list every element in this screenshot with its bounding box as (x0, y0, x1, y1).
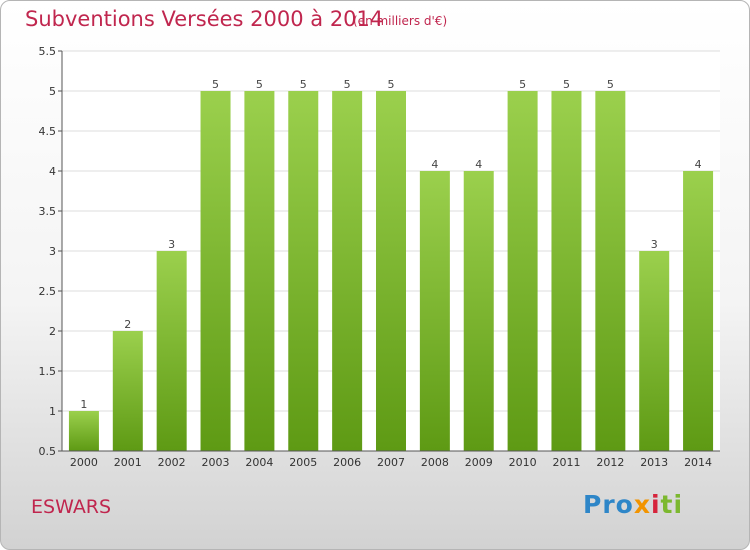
x-tick-label: 2009 (465, 456, 493, 469)
bar-value-label: 5 (388, 78, 395, 91)
bar-2000 (68, 411, 99, 451)
bar-2005 (288, 91, 319, 451)
y-tick-label: 2 (49, 325, 56, 338)
bar-value-label: 5 (344, 78, 351, 91)
y-tick-label: 5 (49, 85, 56, 98)
bar-value-label: 1 (80, 398, 87, 411)
x-tick-label: 2014 (684, 456, 712, 469)
bar-value-label: 5 (607, 78, 614, 91)
x-tick-label: 2013 (640, 456, 668, 469)
bar-value-label: 5 (519, 78, 526, 91)
y-tick-label: 3 (49, 245, 56, 258)
bar-value-label: 4 (431, 158, 438, 171)
y-tick-label: 1 (49, 405, 56, 418)
bar-value-label: 5 (256, 78, 263, 91)
chart-subtitle: (en milliers d'€) (353, 14, 448, 28)
y-tick-label: 0.5 (39, 445, 57, 458)
logo-part-3: i (650, 490, 661, 519)
bar-value-label: 3 (651, 238, 658, 251)
x-tick-label: 2003 (202, 456, 230, 469)
bar-2003 (200, 91, 231, 451)
x-tick-label: 2005 (289, 456, 317, 469)
bar-2010 (507, 91, 538, 451)
x-tick-label: 2001 (114, 456, 142, 469)
x-tick-label: 2007 (377, 456, 405, 469)
y-tick-label: 4 (49, 165, 56, 178)
bar-2011 (551, 91, 582, 451)
logo-part-1: Pro (583, 490, 634, 519)
logo-part-2: x (633, 490, 651, 519)
y-tick-label: 3.5 (39, 205, 57, 218)
y-tick-label: 1.5 (39, 365, 57, 378)
x-tick-label: 2006 (333, 456, 361, 469)
bar-value-label: 2 (124, 318, 131, 331)
y-tick-label: 2.5 (39, 285, 57, 298)
chart-title: Subventions Versées 2000 à 2014 (25, 7, 384, 31)
bar-2002 (156, 251, 187, 451)
bar-2014 (683, 171, 714, 451)
bar-2001 (112, 331, 143, 451)
bar-2006 (332, 91, 363, 451)
logo-part-4: ti (660, 490, 684, 519)
bar-value-label: 4 (475, 158, 482, 171)
bar-value-label: 5 (212, 78, 219, 91)
bar-2008 (419, 171, 450, 451)
bar-2004 (244, 91, 275, 451)
bar-2013 (639, 251, 670, 451)
x-tick-label: 2002 (158, 456, 186, 469)
x-tick-label: 2011 (552, 456, 580, 469)
bar-2009 (463, 171, 494, 451)
x-tick-label: 2012 (596, 456, 624, 469)
proxiti-logo[interactable]: Proxiti (583, 490, 683, 519)
bar-value-label: 5 (563, 78, 570, 91)
bar-value-label: 3 (168, 238, 175, 251)
bar-value-label: 5 (300, 78, 307, 91)
bar-value-label: 4 (695, 158, 702, 171)
location-name: ESWARS (31, 496, 112, 518)
x-tick-label: 2000 (70, 456, 98, 469)
x-tick-label: 2008 (421, 456, 449, 469)
x-tick-label: 2010 (509, 456, 537, 469)
y-tick-label: 4.5 (39, 125, 57, 138)
bar-2007 (376, 91, 406, 451)
y-tick-label: 5.5 (39, 45, 57, 58)
x-tick-label: 2004 (245, 456, 273, 469)
bar-2012 (595, 91, 626, 451)
